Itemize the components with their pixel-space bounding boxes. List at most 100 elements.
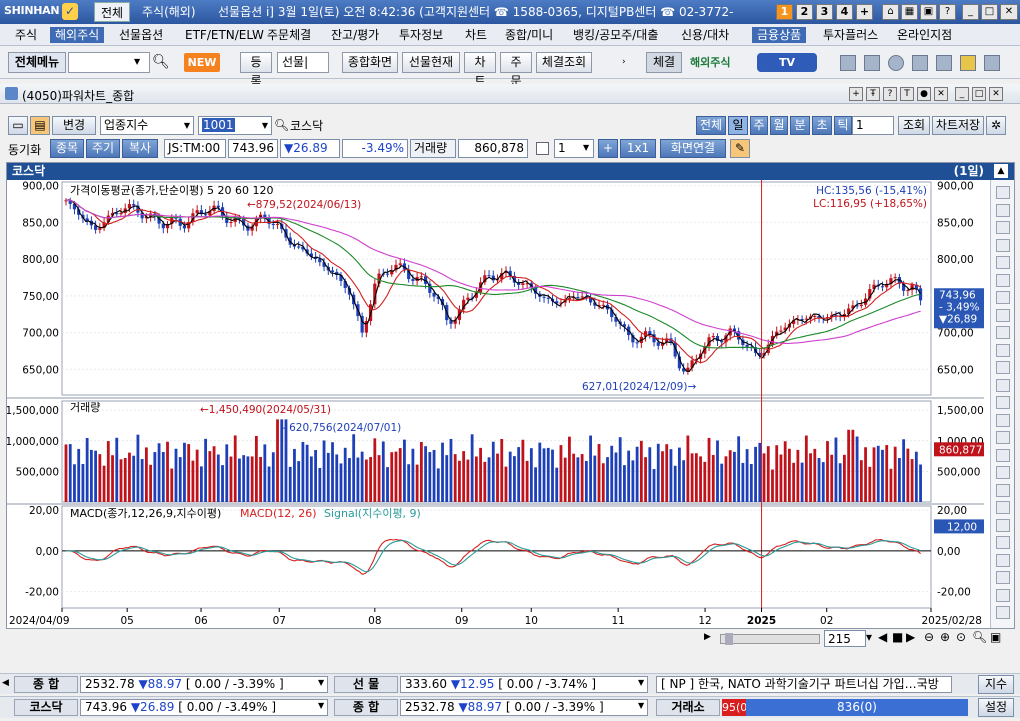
home-icon[interactable]: ⌂ (882, 4, 899, 20)
all-menu-button[interactable]: 전체메뉴 (8, 52, 66, 73)
period-tab-0[interactable]: 전체 (696, 116, 726, 135)
zoom-out-icon[interactable]: ⊖ (924, 630, 935, 644)
news-ticker[interactable]: [ NP ] 한국, NATO 과학기술기구 파트너십 가입…국방 (656, 676, 952, 693)
screen-tab-1[interactable]: 1 (776, 4, 793, 20)
record-icon[interactable]: ● (917, 87, 931, 101)
menu-item-11[interactable]: 금융상품 (752, 27, 807, 43)
zoom-in-icon[interactable]: ⊕ (940, 630, 951, 644)
window-split-icon[interactable] (936, 55, 952, 71)
period-tab-3[interactable]: 월 (770, 116, 788, 135)
screen-tab-3[interactable]: 3 (816, 4, 833, 20)
chevron-down-icon[interactable]: ▼ (638, 678, 645, 687)
query-button[interactable]: 조회 (898, 116, 930, 135)
draw-tool-icon[interactable] (996, 343, 1010, 357)
calculator-icon[interactable] (864, 55, 880, 71)
gear-icon[interactable] (888, 55, 904, 71)
chevron-down-icon[interactable]: ▼ (638, 701, 645, 710)
minimize-icon[interactable]: _ (955, 87, 969, 101)
screen-number-input[interactable] (68, 52, 150, 73)
new-badge-button[interactable]: NEW (184, 53, 220, 72)
chevron-down-icon[interactable]: ▼ (134, 57, 141, 66)
history-icon[interactable]: ▤ (30, 116, 50, 135)
search-zoom-icon[interactable]: 🔍︎ (972, 630, 988, 644)
close-icon[interactable]: ✕ (1000, 4, 1018, 20)
draw-tool-icon[interactable] (996, 553, 1010, 567)
menu-item-4[interactable]: 주문체결 (267, 28, 312, 42)
chevron-down-icon[interactable]: ▾ (866, 630, 873, 644)
link-icon[interactable]: Ŧ (866, 87, 880, 101)
chevron-left-icon[interactable]: ◀ (2, 678, 9, 688)
stop-icon[interactable]: ■ (892, 630, 904, 644)
settings-button[interactable]: 설정 (978, 698, 1014, 717)
bar-count-input[interactable]: 215 (824, 630, 866, 647)
chevron-right-icon[interactable]: › (622, 57, 626, 67)
menu-item-3[interactable]: ETF/ETN/ELW (185, 28, 264, 42)
summary-screen-button[interactable]: 종합화면 (342, 52, 398, 73)
overseas-stock-link[interactable]: 해외주식 (690, 56, 731, 69)
period-tab-1[interactable]: 일 (728, 116, 748, 135)
draw-tool-icon[interactable] (996, 606, 1010, 619)
draw-tool-icon[interactable] (996, 378, 1010, 392)
period-tab-5[interactable]: 초 (812, 116, 832, 135)
pen-icon[interactable]: ✎ (730, 139, 750, 158)
draw-tool-icon[interactable] (996, 571, 1010, 584)
code-input[interactable]: 1001 ▼ (198, 116, 272, 135)
draw-tool-icon[interactable] (996, 291, 1010, 304)
screen-tab-4[interactable]: 4 (836, 4, 853, 20)
chart-area[interactable]: 코스닥 (1일) ▲ 900,00 900,00 850,00 850,00 800,0… (6, 162, 1015, 629)
menu-item-7[interactable]: 차트 (465, 28, 488, 42)
menu-item-10[interactable]: 신용/대차 (681, 28, 730, 42)
collapse-icon[interactable]: ▲ (994, 164, 1008, 178)
count-select[interactable]: 1 (554, 139, 594, 158)
scroll-left-icon[interactable]: ▶ (704, 632, 711, 642)
tv-button[interactable]: TV (757, 53, 817, 72)
execution-query-button[interactable]: 체결조회 (536, 52, 592, 73)
draw-tool-icon[interactable] (996, 431, 1010, 444)
menu-item-13[interactable]: 온라인지점 (897, 28, 953, 42)
futures-select[interactable]: 선물| (277, 52, 329, 73)
period-tab-2[interactable]: 주 (750, 116, 768, 135)
chevron-down-icon[interactable]: ▼ (583, 143, 590, 152)
menu-item-6[interactable]: 투자정보 (399, 28, 444, 42)
grid-icon[interactable] (984, 55, 1000, 71)
draw-tool-icon[interactable] (996, 413, 1010, 427)
menu-item-1[interactable]: 해외주식 (50, 27, 105, 43)
title-menu-all[interactable]: 전체 (94, 2, 130, 22)
draw-tool-icon[interactable] (996, 221, 1010, 234)
draw-tool-icon[interactable] (996, 588, 1010, 602)
minimize-icon[interactable]: _ (962, 4, 979, 20)
draw-tool-icon[interactable] (996, 256, 1010, 269)
chevron-down-icon[interactable]: ▼ (318, 678, 325, 687)
draw-tool-icon[interactable] (996, 186, 1010, 199)
slider-thumb[interactable] (725, 633, 733, 645)
search-icon[interactable]: 🔍︎ (152, 54, 170, 70)
expand-icon[interactable]: ▣ (990, 630, 1002, 644)
zoom-reset-icon[interactable]: ⊙ (956, 630, 967, 644)
chart-button[interactable]: 차트 (464, 52, 496, 88)
prev-icon[interactable]: ◀ (878, 630, 888, 644)
lock-icon[interactable] (960, 55, 976, 71)
draw-tool-icon[interactable] (996, 396, 1010, 409)
sync-item-button[interactable]: 종목 (50, 139, 84, 158)
market-select[interactable]: 업종지수 ▼ (100, 116, 194, 135)
period-count-select[interactable]: 1 (852, 116, 894, 135)
ratio-button[interactable]: 1x1 (620, 139, 656, 158)
info-icon[interactable]: ? (883, 87, 897, 101)
layout-toggle-icon[interactable]: ▭ (8, 116, 28, 135)
text-icon[interactable]: T (900, 87, 914, 101)
chart-svg[interactable]: 900,00 900,00 850,00 850,00 800,00 800,00 750,… (7, 180, 984, 628)
draw-tool-icon[interactable] (996, 448, 1010, 462)
tool-icon[interactable]: ✕ (934, 87, 948, 101)
window-icon[interactable] (912, 55, 928, 71)
draw-tool-icon[interactable] (996, 203, 1010, 217)
draw-tool-icon[interactable] (996, 518, 1010, 532)
draw-tool-icon[interactable] (996, 536, 1010, 549)
chevron-down-icon[interactable]: ▼ (318, 701, 325, 710)
draw-tool-icon[interactable] (996, 326, 1010, 339)
menu-item-9[interactable]: 뱅킹/공모주/대출 (573, 28, 659, 42)
register-button[interactable]: 등록 (240, 52, 272, 88)
draw-tool-icon[interactable] (996, 308, 1010, 322)
next-icon[interactable]: ▶ (906, 630, 916, 644)
screen-link-button[interactable]: 화면연결 (660, 139, 726, 158)
checkbox[interactable] (536, 142, 549, 155)
